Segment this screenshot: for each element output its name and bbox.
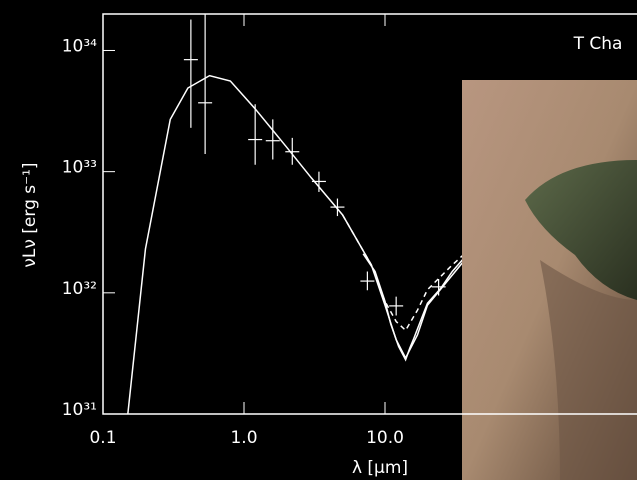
y-tick-label: 10³² — [62, 279, 97, 299]
y-tick-label: 10³⁴ — [62, 36, 97, 56]
y-tick-label: 10³³ — [62, 158, 97, 178]
chart-title: T Cha — [573, 34, 623, 54]
y-tick-label: 10³¹ — [62, 400, 97, 420]
series-line — [341, 214, 471, 332]
series-line — [362, 250, 471, 362]
x-tick-label: 10.0 — [366, 428, 404, 448]
x-axis-label: λ [μm] — [352, 458, 408, 478]
series-line — [127, 74, 471, 414]
x-tick-label: 1.0 — [230, 428, 257, 448]
x-tick-label: 0.1 — [89, 428, 116, 448]
inset-image — [462, 80, 637, 480]
y-axis-label: νLν [erg s⁻¹] — [20, 162, 40, 267]
